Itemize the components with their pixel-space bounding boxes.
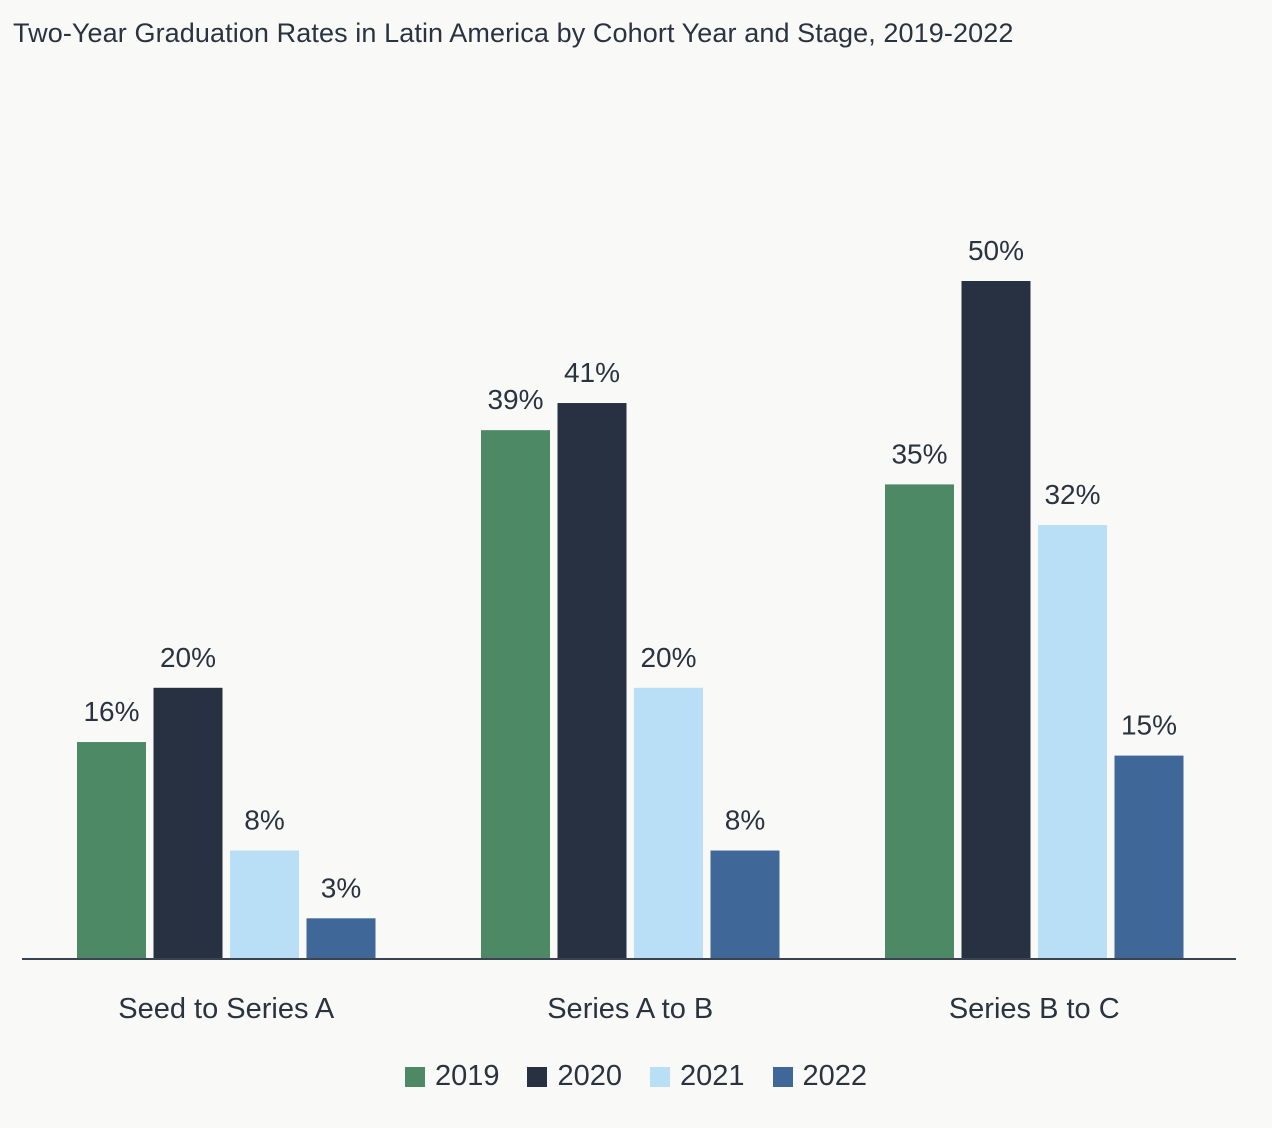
- bar-2019-series-b-to-c: [885, 484, 954, 959]
- legend-label: 2020: [557, 1060, 622, 1092]
- legend-item-2020: 2020: [527, 1060, 622, 1093]
- bar-2022-seed-to-series-a: [306, 918, 376, 959]
- value-label: 39%: [487, 384, 543, 415]
- value-label: 3%: [321, 872, 361, 903]
- bar-2021-series-a-to-b: [634, 687, 703, 959]
- legend-item-2019: 2019: [404, 1060, 500, 1093]
- bar-2021-series-b-to-c: [1038, 525, 1107, 959]
- legend-item-2021: 2021: [650, 1060, 745, 1093]
- value-label: 20%: [640, 642, 696, 673]
- value-label: 8%: [244, 805, 284, 836]
- bar-2021-seed-to-series-a: [230, 850, 299, 959]
- category-label: Series B to C: [949, 993, 1120, 1025]
- value-label: 41%: [564, 357, 620, 388]
- value-label: 16%: [83, 696, 139, 727]
- legend-label: 2021: [680, 1060, 745, 1092]
- value-label: 20%: [160, 642, 216, 673]
- category-label: Seed to Series A: [118, 993, 335, 1025]
- bar-2019-series-a-to-b: [481, 430, 550, 959]
- category-labels-layer: Seed to Series A Series A to B Series B to…: [118, 993, 1119, 1025]
- legend-label: 2019: [434, 1060, 500, 1092]
- bar-2020-series-b-to-c: [961, 281, 1031, 959]
- bar-2020-seed-to-series-a: [153, 687, 223, 959]
- value-label: 32%: [1044, 479, 1100, 510]
- bars-layer: [77, 281, 1184, 959]
- bar-2022-series-b-to-c: [1114, 755, 1184, 959]
- legend-swatch: [650, 1066, 670, 1087]
- legend: 2019 2020 2021 2022: [0, 1060, 1272, 1093]
- legend-label: 2022: [802, 1060, 868, 1092]
- legend-swatch: [404, 1066, 425, 1087]
- legend-item-2022: 2022: [772, 1060, 868, 1093]
- value-label: 8%: [725, 805, 765, 836]
- bar-2022-series-a-to-b: [710, 850, 780, 959]
- bar-2019-seed-to-series-a: [77, 742, 146, 959]
- value-label: 50%: [968, 235, 1024, 266]
- value-label: 15%: [1121, 710, 1177, 741]
- category-label: Series A to B: [547, 993, 713, 1025]
- legend-swatch: [772, 1066, 793, 1087]
- legend-swatch: [527, 1066, 548, 1087]
- value-label: 35%: [891, 438, 947, 469]
- value-labels-layer: 16% 20% 8% 3% 39% 41% 20% 8% 35% 50% 32% 15%: [83, 235, 1177, 903]
- bar-2020-series-a-to-b: [557, 403, 627, 959]
- chart-title: Two-Year Graduation Rates in Latin Ameri…: [13, 18, 1014, 48]
